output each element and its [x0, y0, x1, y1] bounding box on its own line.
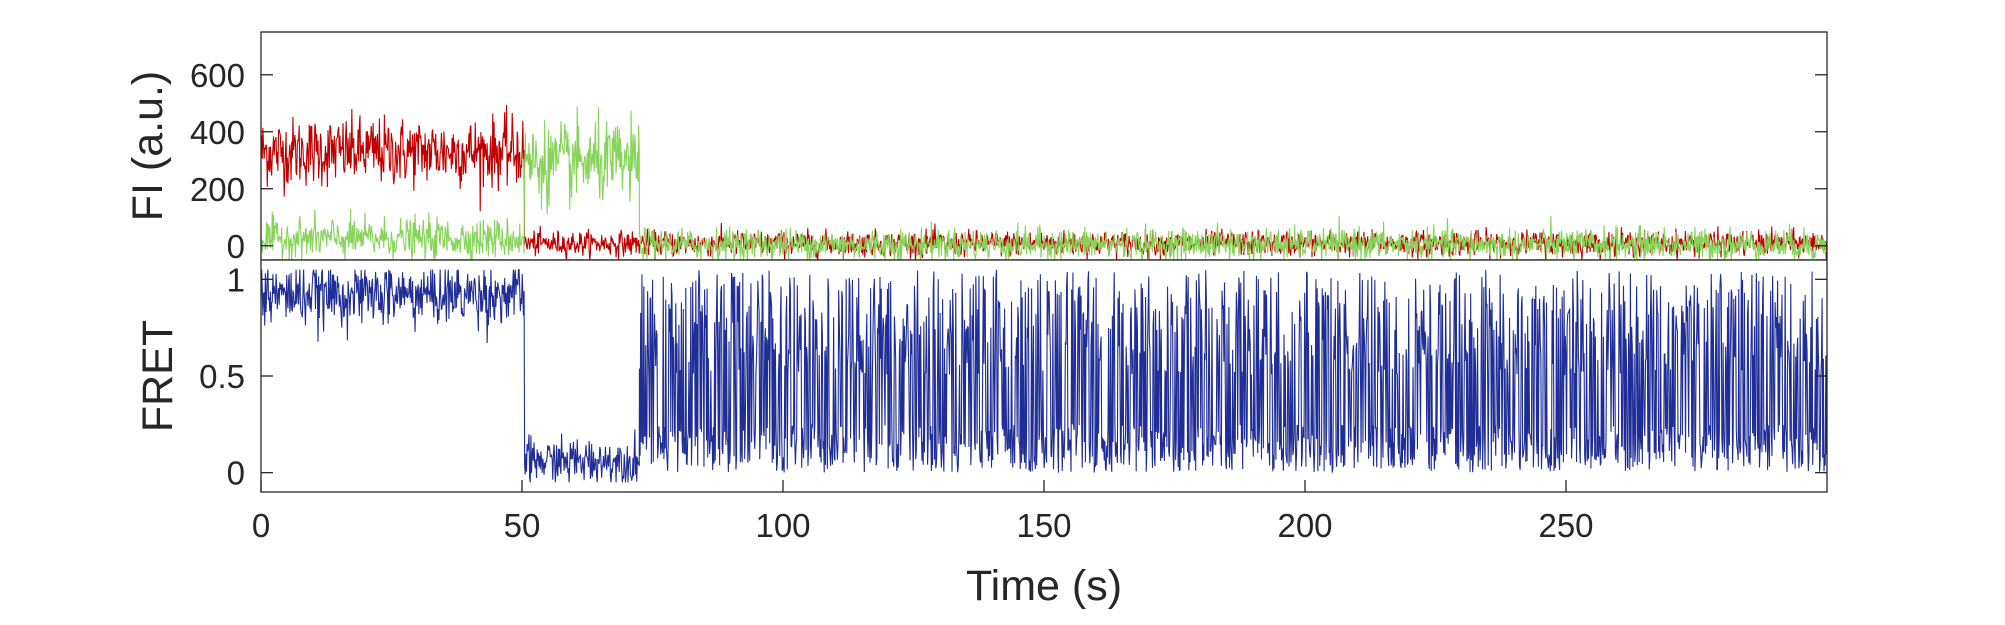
fluorescence-y-tick-label: 200 [190, 171, 245, 208]
time-x-label: Time (s) [966, 562, 1122, 610]
fret-panel: 00.51 0 50 100 150 200 250 FRET Time (s) [134, 259, 1828, 610]
fluorescence-y-ticks: 0 200 400 600 [190, 57, 1827, 265]
fluorescence-y-tick-label: 400 [190, 114, 245, 151]
time-x-tick-label: 100 [755, 507, 810, 544]
time-x-ticks: 0 50 100 150 200 250 [252, 480, 1594, 544]
fret-y-tick-label: 1 [227, 261, 245, 298]
fluorescence-series-line-1 [260, 106, 1827, 261]
fret-traces [260, 269, 1828, 483]
fluorescence-traces [260, 105, 1828, 261]
time-x-tick-label: 50 [504, 507, 541, 544]
fret-y-ticks: 00.51 [199, 261, 1827, 492]
fluorescence-y-label: FI (a.u.) [124, 71, 172, 222]
fret-series-line-0 [260, 269, 1828, 483]
time-x-tick-label: 250 [1538, 507, 1593, 544]
time-x-tick-label: 0 [252, 507, 270, 544]
fluorescence-y-tick-label: 0 [227, 228, 245, 265]
fret-y-label: FRET [134, 320, 182, 432]
fluorescence-y-tick-label: 600 [190, 57, 245, 94]
fluorescence-panel: 0 200 400 600 FI (a.u.) [124, 31, 1828, 265]
time-x-tick-label: 150 [1016, 507, 1071, 544]
time-x-tick-label: 200 [1277, 507, 1332, 544]
fret-y-tick-label: 0 [227, 455, 245, 492]
fret-y-tick-label: 0.5 [199, 358, 245, 395]
